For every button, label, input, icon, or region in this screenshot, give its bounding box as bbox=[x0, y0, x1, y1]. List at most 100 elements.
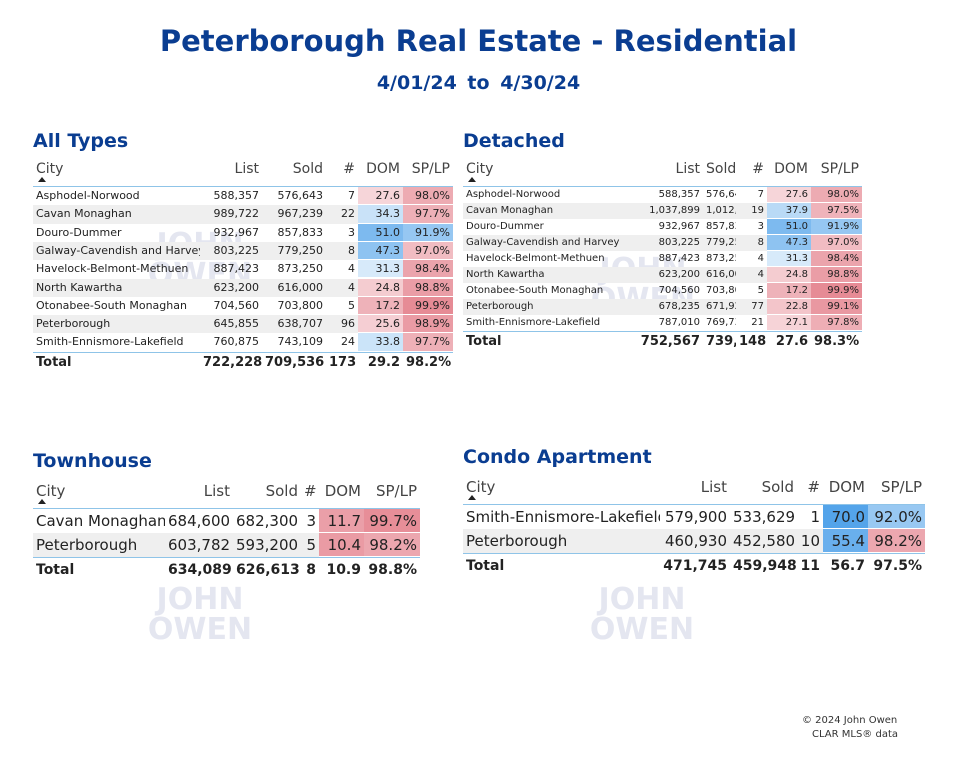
cell-value: 760,875 bbox=[213, 335, 260, 349]
cell-value: 27.6 bbox=[767, 187, 811, 203]
column-header: List bbox=[700, 478, 727, 496]
city-name: Havelock-Belmont-Methuen bbox=[466, 253, 605, 264]
city-name: North Kawartha bbox=[466, 269, 545, 280]
city-name: Havelock-Belmont-Methuen bbox=[36, 262, 189, 276]
cell-value: 857,833 bbox=[706, 221, 736, 232]
cell-value: 91.9% bbox=[811, 219, 862, 235]
column-header: City bbox=[36, 161, 64, 177]
cell-value: 25.6 bbox=[358, 315, 403, 334]
city-name: Smith-Ennismore-Lakefield bbox=[466, 317, 601, 328]
table-title: All Types bbox=[33, 130, 129, 152]
cell-value: 97.5% bbox=[811, 203, 862, 219]
cell-value: 704,560 bbox=[213, 298, 260, 312]
total-value: 148 bbox=[739, 334, 767, 349]
cell-value: 99.9% bbox=[811, 283, 862, 299]
cell-value: 3 bbox=[757, 221, 764, 232]
cell-value: 616,000 bbox=[706, 269, 736, 280]
cell-value: 787,010 bbox=[658, 317, 700, 328]
table-title: Condo Apartment bbox=[463, 446, 652, 468]
cell-value: 684,600 bbox=[168, 512, 231, 530]
cell-value: 47.3 bbox=[358, 241, 403, 261]
cell-value: 8 bbox=[348, 243, 355, 257]
total-label: Total bbox=[466, 558, 505, 574]
copyright: © 2024 John Owen bbox=[802, 715, 898, 726]
cell-value: 22 bbox=[341, 207, 355, 221]
city-name: Asphodel-Norwood bbox=[36, 189, 140, 202]
date-to: 4/30/24 bbox=[500, 72, 581, 94]
cell-value: 803,225 bbox=[658, 237, 700, 248]
cell-value: 593,200 bbox=[236, 536, 299, 554]
row-band bbox=[33, 315, 453, 334]
column-header: DOM bbox=[774, 161, 808, 177]
cell-value: 932,967 bbox=[213, 225, 260, 239]
date-range: 4/01/24 to 4/30/24 bbox=[0, 72, 957, 94]
column-header: # bbox=[807, 478, 820, 496]
city-name: Asphodel-Norwood bbox=[466, 189, 561, 200]
header-rule bbox=[463, 504, 925, 505]
city-name: Peterborough bbox=[466, 301, 534, 312]
watermark: JOHN bbox=[156, 582, 244, 617]
column-header: List bbox=[203, 482, 230, 500]
cell-value: 887,423 bbox=[658, 253, 700, 264]
column-header: City bbox=[466, 161, 494, 177]
total-value: 173 bbox=[329, 354, 357, 370]
cell-value: 703,800 bbox=[706, 285, 736, 296]
page-title: Peterborough Real Estate - Residential bbox=[159, 24, 798, 58]
sort-arrow bbox=[38, 177, 46, 182]
cell-value: 4 bbox=[348, 280, 355, 294]
total-value: 98.8% bbox=[368, 562, 417, 578]
cell-value: 533,629 bbox=[733, 508, 796, 526]
cell-value: 47.3 bbox=[767, 235, 811, 251]
city-name: Otonabee-South Monaghan bbox=[36, 298, 187, 312]
total-rule bbox=[463, 553, 925, 554]
column-header: DOM bbox=[366, 161, 400, 177]
cell-value: 33.8 bbox=[358, 333, 403, 352]
total-label: Total bbox=[466, 334, 502, 349]
cell-value: 989,722 bbox=[213, 207, 260, 221]
row-band bbox=[463, 203, 862, 219]
date-from: 4/01/24 bbox=[376, 72, 457, 94]
cell-value: 623,200 bbox=[658, 269, 700, 280]
cell-value: 7 bbox=[348, 189, 355, 202]
header-rule bbox=[33, 508, 420, 509]
column-header: Sold bbox=[706, 161, 736, 177]
cell-value: 34.3 bbox=[358, 205, 403, 224]
cell-value: 576,643 bbox=[706, 189, 736, 200]
cell-value: 588,357 bbox=[213, 189, 260, 202]
cell-value: 10.4 bbox=[319, 533, 364, 557]
cell-value: 769,737 bbox=[706, 317, 736, 328]
cell-value: 452,580 bbox=[733, 532, 796, 550]
cell-value: 576,643 bbox=[277, 189, 324, 202]
cell-value: 97.8% bbox=[811, 315, 862, 331]
cell-value: 3 bbox=[306, 512, 316, 530]
cell-value: 27.1 bbox=[767, 315, 811, 331]
column-header: SP/LP bbox=[820, 161, 859, 177]
cell-value: 743,109 bbox=[277, 335, 324, 349]
cell-value: 98.8% bbox=[811, 267, 862, 283]
cell-value: 19 bbox=[751, 205, 764, 216]
row-band bbox=[33, 241, 453, 261]
cell-value: 24.8 bbox=[358, 278, 403, 297]
cell-value: 97.7% bbox=[403, 205, 453, 224]
cell-value: 91.9% bbox=[403, 223, 453, 242]
cell-value: 98.0% bbox=[403, 187, 453, 206]
city-name: Otonabee-South Monaghan bbox=[466, 285, 604, 296]
column-header: DOM bbox=[324, 482, 361, 500]
cell-value: 967,239 bbox=[277, 207, 324, 221]
cell-value: 17.2 bbox=[358, 296, 403, 316]
cell-value: 703,800 bbox=[277, 298, 324, 312]
cell-value: 98.9% bbox=[403, 315, 453, 334]
cell-value: 4 bbox=[348, 262, 355, 276]
cell-value: 98.2% bbox=[868, 529, 925, 553]
cell-value: 99.7% bbox=[364, 509, 420, 533]
total-label: Total bbox=[36, 354, 72, 370]
cell-value: 8 bbox=[757, 237, 764, 248]
total-rule bbox=[463, 331, 862, 332]
cell-value: 51.0 bbox=[767, 219, 811, 235]
total-value: 11 bbox=[800, 558, 820, 574]
cell-value: 704,560 bbox=[658, 285, 700, 296]
city-name: Peterborough bbox=[466, 532, 568, 550]
cell-value: 98.4% bbox=[811, 251, 862, 267]
city-name: Smith-Ennismore-Lakefield bbox=[466, 508, 660, 526]
cell-value: 97.0% bbox=[403, 241, 453, 261]
